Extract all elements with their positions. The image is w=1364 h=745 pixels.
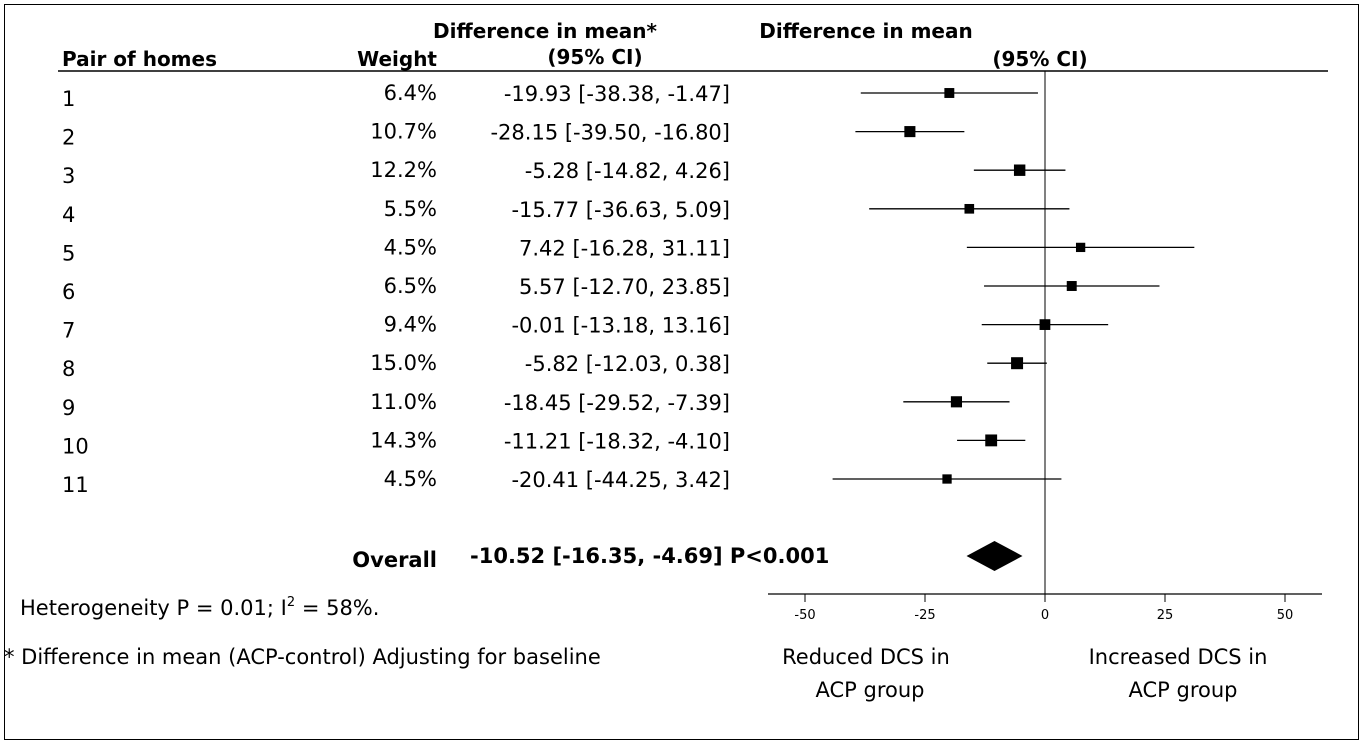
- header-pair-of-homes: Pair of homes: [62, 47, 217, 71]
- row-ci-text: -11.21 [-18.32, -4.10]: [504, 429, 730, 453]
- row-weight: 10.7%: [370, 120, 437, 144]
- row-label: 10: [62, 434, 89, 458]
- row-label: 7: [62, 319, 75, 343]
- point-estimate: [950, 396, 963, 408]
- overall-ci-text: -10.52 [-16.35, -4.69] P<0.001: [470, 544, 829, 568]
- x-tick-label: 50: [1277, 608, 1294, 623]
- point-estimate: [1075, 242, 1086, 253]
- row-label: 6: [62, 280, 75, 304]
- row-ci-text: -15.77 [-36.63, 5.09]: [511, 198, 730, 222]
- heterogeneity-suffix: = 58%.: [295, 596, 379, 620]
- row-ci-text: 7.42 [-16.28, 31.11]: [519, 236, 730, 260]
- row-weight: 4.5%: [384, 235, 437, 259]
- header-weight: Weight: [357, 47, 437, 71]
- heterogeneity-prefix: Heterogeneity P = 0.01; I: [20, 596, 287, 620]
- row-label: 11: [62, 473, 89, 497]
- study-rows: 1 6.4% -19.93 [-38.38, -1.47] 2 10.7% -28.15 …: [62, 81, 730, 497]
- row-weight: 6.4%: [384, 81, 437, 105]
- row-weight: 9.4%: [384, 313, 437, 337]
- row-label: 4: [62, 203, 75, 227]
- point-estimate: [944, 88, 955, 98]
- row-weight: 5.5%: [384, 197, 437, 221]
- point-estimate: [964, 203, 975, 214]
- row-weight: 15.0%: [370, 351, 437, 375]
- row-ci-text: 5.57 [-12.70, 23.85]: [519, 275, 730, 299]
- row-ci-text: -19.93 [-38.38, -1.47]: [504, 82, 730, 106]
- row-label: 5: [62, 241, 75, 265]
- row-weight: 4.5%: [384, 467, 437, 491]
- header-difference-in-mean-star: Difference in mean*: [433, 19, 657, 43]
- row-weight: 12.2%: [370, 158, 437, 182]
- x-tick-label: -25: [914, 608, 935, 623]
- row-ci-text: -28.15 [-39.50, -16.80]: [490, 121, 730, 145]
- direction-right-line1: Increased DCS in: [1089, 645, 1268, 669]
- row-ci-text: -20.41 [-44.25, 3.42]: [511, 468, 730, 492]
- row-label: 8: [62, 357, 75, 381]
- x-axis: -50 -25 0 25 50: [768, 593, 1322, 623]
- point-estimate: [1011, 357, 1024, 370]
- row-ci-text: -5.28 [-14.82, 4.26]: [525, 159, 730, 183]
- x-tick-label: -50: [794, 608, 815, 623]
- direction-right-line2: ACP group: [1129, 678, 1238, 702]
- row-label: 2: [62, 126, 75, 150]
- plot-area: [832, 71, 1195, 594]
- row-label: 9: [62, 396, 75, 420]
- row-weight: 11.0%: [370, 390, 437, 414]
- row-weight: 14.3%: [370, 428, 437, 452]
- row-ci-text: -5.82 [-12.03, 0.38]: [525, 352, 730, 376]
- heterogeneity-text: Heterogeneity P = 0.01; I2 = 58%.: [20, 595, 379, 620]
- direction-left-line2: ACP group: [816, 678, 925, 702]
- direction-left-line1: Reduced DCS in: [782, 645, 950, 669]
- point-estimate: [985, 434, 998, 447]
- header-plot-difference-in-mean: Difference in mean: [759, 19, 972, 43]
- overall-label: Overall: [352, 548, 437, 572]
- overall-diamond: [966, 541, 1023, 571]
- x-tick-label: 0: [1041, 608, 1049, 623]
- heterogeneity-superscript: 2: [287, 595, 295, 610]
- row-ci-text: -0.01 [-13.18, 13.16]: [511, 314, 730, 338]
- point-estimate: [1039, 319, 1051, 330]
- footnote: * Difference in mean (ACP-control) Adjus…: [4, 645, 601, 669]
- chart-frame: [4, 4, 1359, 740]
- point-estimate: [1066, 281, 1077, 291]
- row-label: 3: [62, 164, 75, 188]
- header-plot-ci: (95% CI): [992, 47, 1087, 71]
- point-estimate: [904, 126, 916, 138]
- point-estimate: [942, 474, 952, 484]
- point-estimate: [1013, 164, 1026, 176]
- row-ci-text: -18.45 [-29.52, -7.39]: [504, 391, 730, 415]
- row-label: 1: [62, 87, 75, 111]
- x-tick-label: 25: [1157, 608, 1174, 623]
- row-weight: 6.5%: [384, 274, 437, 298]
- header-ci-column: (95% CI): [547, 45, 642, 69]
